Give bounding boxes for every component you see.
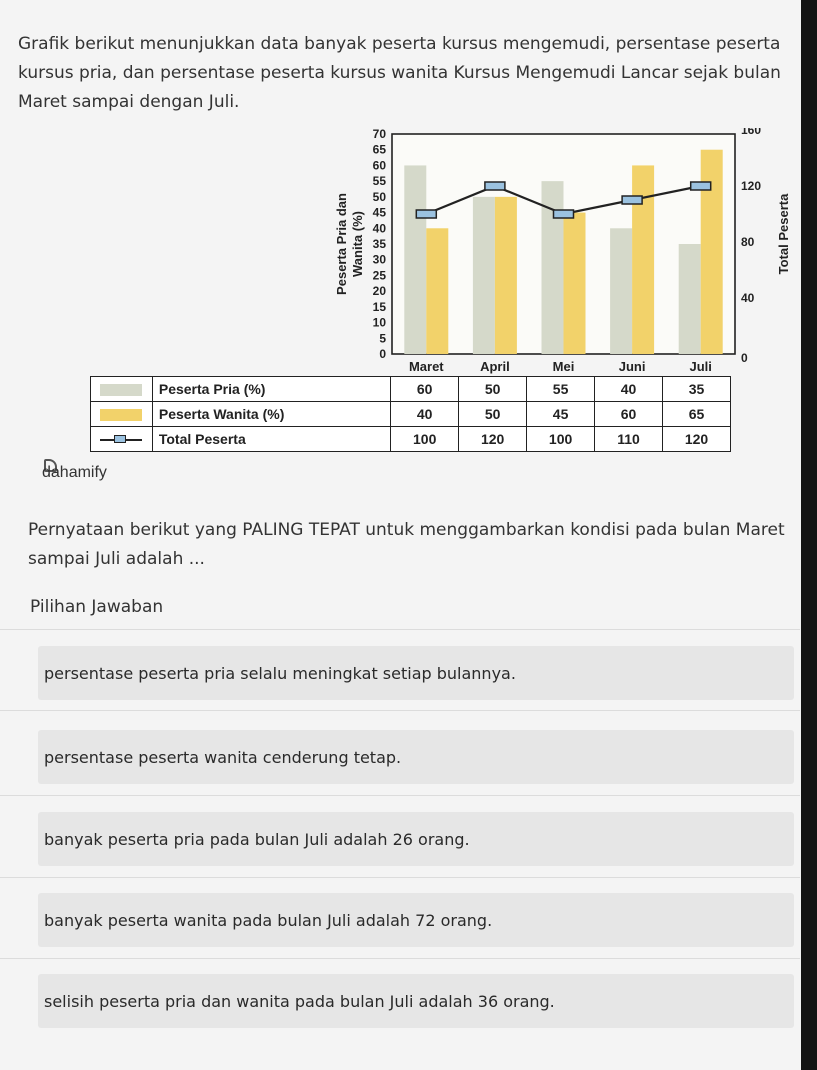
y-left-axis-label: Wanita (%) [350, 211, 365, 277]
table-cell: 120 [458, 426, 528, 452]
row-label: Peserta Pria (%) [151, 376, 392, 402]
table-cell: 40 [390, 401, 460, 427]
y-right-axis-label: Total Peserta [776, 193, 791, 274]
x-tick-label: April [480, 359, 510, 374]
divider [0, 877, 800, 878]
y-left-tick-label: 50 [373, 190, 387, 204]
bar-wanita [632, 165, 655, 354]
y-right-tick-label: 120 [741, 179, 761, 193]
y-left-tick-label: 60 [373, 158, 387, 172]
y-left-tick-label: 10 [373, 316, 387, 330]
total-marker [415, 209, 438, 219]
y-left-tick-label: 20 [373, 284, 387, 298]
bar-wanita [426, 228, 449, 354]
x-tick-label: Juli [689, 359, 711, 374]
option-label: banyak peserta wanita pada bulan Juli ad… [44, 910, 493, 930]
table-cell: 110 [594, 426, 664, 452]
y-left-tick-label: 15 [373, 300, 387, 314]
table-cell: 45 [526, 401, 596, 427]
answer-option-4[interactable]: banyak peserta wanita pada bulan Juli ad… [38, 893, 794, 947]
x-tick-label: Mei [553, 359, 575, 374]
y-right-tick-label: 40 [741, 291, 755, 305]
table-cell: 50 [458, 401, 528, 427]
divider [0, 710, 800, 711]
bar-wanita [700, 149, 723, 354]
y-left-tick-label: 5 [379, 331, 386, 345]
divider [0, 958, 800, 959]
table-cell: 60 [390, 376, 460, 402]
y-left-tick-label: 55 [373, 174, 387, 188]
y-left-tick-label: 0 [379, 347, 386, 361]
bar-pria [404, 165, 427, 354]
bar-pria [472, 196, 495, 354]
legend-swatch-wanita [90, 401, 153, 427]
y-left-tick-label: 30 [373, 253, 387, 267]
y-right-tick-label: 0 [741, 351, 748, 365]
divider [0, 629, 800, 630]
table-cell: 60 [594, 401, 664, 427]
intro-line: Grafik berikut menunjukkan data banyak p… [18, 34, 781, 54]
y-left-tick-label: 45 [373, 206, 387, 220]
data-table: Peserta Pria (%) 60 50 55 40 35 Peserta … [90, 376, 731, 452]
legend-swatch-pria [90, 376, 153, 402]
table-cell: 100 [526, 426, 596, 452]
row-label: Peserta Wanita (%) [151, 401, 392, 427]
divider [0, 795, 800, 796]
y-left-axis-label: Peserta Pria dan [334, 193, 349, 295]
y-left-tick-label: 40 [373, 221, 387, 235]
table-cell: 50 [458, 376, 528, 402]
brand-watermark: dahamify [42, 464, 107, 481]
answer-option-2[interactable]: persentase peserta wanita cenderung teta… [38, 730, 794, 784]
bar-wanita [563, 212, 586, 354]
table-cell: 40 [594, 376, 664, 402]
question-prompt: Pernyataan berikut yang PALING TEPAT unt… [28, 516, 788, 574]
option-label: selisih peserta pria dan wanita pada bul… [44, 991, 555, 1011]
row-label: Total Peserta [151, 426, 392, 452]
bar-pria [541, 181, 564, 354]
y-left-tick-label: 65 [373, 143, 387, 157]
table-cell: 65 [662, 401, 731, 427]
table-row: Peserta Pria (%) 60 50 55 40 35 [90, 376, 731, 402]
answer-option-1[interactable]: persentase peserta pria selalu meningkat… [38, 646, 794, 700]
table-cell: 55 [526, 376, 596, 402]
bar-wanita [494, 196, 517, 354]
combo-chart: Maret April Mei Juni Juli0510152025303540455… [334, 128, 791, 374]
table-row: Peserta Wanita (%) 40 50 45 60 65 [90, 401, 731, 427]
y-left-tick-label: 35 [373, 237, 387, 251]
prompt-line: sampai Juli adalah ... [28, 549, 205, 569]
table-cell: 120 [662, 426, 731, 452]
answer-option-3[interactable]: banyak peserta pria pada bulan Juli adal… [38, 812, 794, 866]
bar-pria [678, 244, 701, 354]
prompt-line: Pernyataan berikut yang PALING TEPAT unt… [28, 520, 785, 540]
intro-line: kursus pria, dan persentase peserta kurs… [18, 63, 781, 83]
y-right-tick-label: 160 [741, 128, 761, 137]
total-marker [484, 181, 506, 191]
option-label: banyak peserta pria pada bulan Juli adal… [44, 829, 470, 849]
y-left-tick-label: 25 [373, 268, 387, 282]
y-left-tick-label: 70 [373, 128, 387, 141]
option-label: persentase peserta pria selalu meningkat… [44, 663, 516, 683]
table-cell: 35 [662, 376, 731, 402]
x-tick-label: Maret [409, 359, 444, 374]
y-right-tick-label: 80 [741, 235, 755, 249]
option-label: persentase peserta wanita cenderung teta… [44, 747, 402, 767]
intro-line: Maret sampai dengan Juli. [18, 92, 240, 112]
total-marker [621, 195, 643, 205]
question-intro: Grafik berikut menunjukkan data banyak p… [18, 30, 788, 117]
device-edge [801, 0, 817, 1070]
total-marker [689, 181, 712, 191]
answer-option-5[interactable]: selisih peserta pria dan wanita pada bul… [38, 974, 794, 1028]
brand-logo-icon [44, 459, 57, 472]
answers-heading: Pilihan Jawaban [30, 597, 164, 617]
bar-pria [610, 228, 633, 354]
table-row: Total Peserta 100 120 100 110 120 [90, 426, 731, 452]
legend-swatch-total [90, 426, 153, 452]
x-tick-label: Juni [619, 359, 646, 374]
total-marker [552, 209, 575, 219]
table-cell: 100 [390, 426, 460, 452]
